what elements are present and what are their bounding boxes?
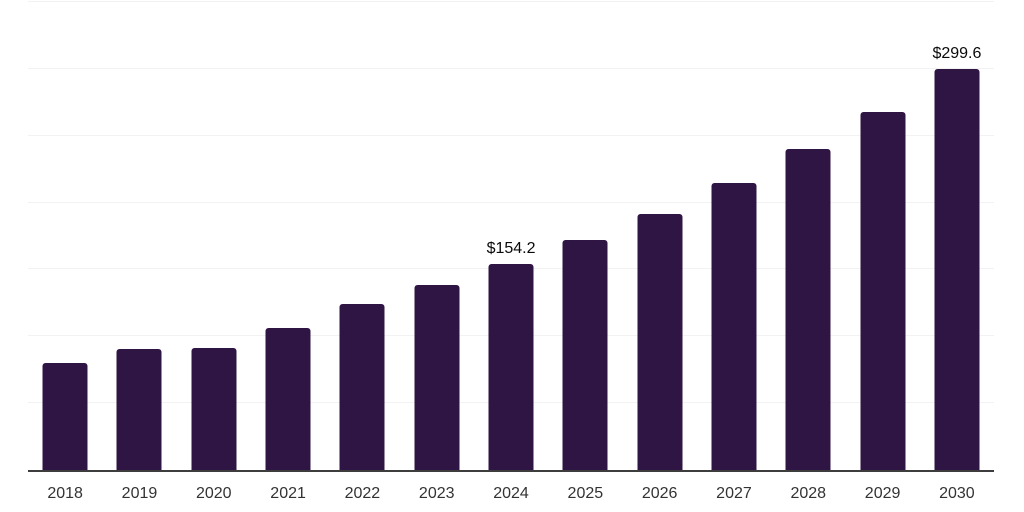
bar-slot-2027 (697, 0, 771, 470)
bar-slot-2021 (251, 0, 325, 470)
bar-slot-2028 (771, 0, 845, 470)
bar-2026[interactable] (637, 213, 683, 470)
bar-slot-2025 (548, 0, 622, 470)
bar-2021[interactable] (265, 328, 311, 470)
x-tick-2030: 2030 (939, 485, 975, 502)
bar-slot-2030: $299.6 (920, 0, 994, 470)
bar-slot-2023 (400, 0, 474, 470)
bar-2024[interactable] (488, 263, 534, 470)
x-axis-tick-labels: 2018 2019 2020 2021 2022 2023 2024 2025 2026 2027… (28, 484, 994, 504)
x-tick-2029: 2029 (864, 485, 901, 502)
x-tick-2018: 2018 (47, 485, 83, 502)
gridline-250 (28, 134, 994, 136)
value-label-2030: $299.6 (932, 45, 982, 63)
bar-slot-2022 (325, 0, 399, 470)
x-tick-2028: 2028 (790, 485, 827, 502)
x-tick-2026: 2026 (641, 485, 678, 502)
bar-2029[interactable] (860, 112, 906, 470)
bar-2028[interactable] (785, 149, 831, 470)
bar-2023[interactable] (414, 285, 460, 470)
bar-slot-2024: $154.2 (474, 0, 548, 470)
bar-slot-2020 (177, 0, 251, 470)
x-tick-2027: 2027 (716, 485, 752, 502)
bar-2019[interactable] (116, 349, 162, 470)
bar-2025[interactable] (562, 239, 608, 470)
bar-slot-2026 (623, 0, 697, 470)
bar-2020[interactable] (191, 347, 237, 470)
x-tick-2024: 2024 (493, 485, 529, 502)
x-tick-2021: 2021 (270, 485, 306, 502)
gridline-200 (28, 201, 994, 203)
x-tick-2023: 2023 (418, 485, 455, 502)
plot-area: $154.2 $299.6 (28, 0, 994, 472)
gridline-350 (28, 1, 994, 2)
bar-2022[interactable] (339, 304, 385, 470)
bar-2018[interactable] (42, 362, 88, 470)
value-label-2024: $154.2 (486, 239, 536, 257)
x-tick-2020: 2020 (195, 485, 232, 502)
x-tick-2022: 2022 (344, 485, 381, 502)
x-tick-2025: 2025 (567, 485, 604, 502)
bars-container: $154.2 $299.6 (28, 0, 994, 470)
x-tick-2019: 2019 (121, 485, 158, 502)
gridline-300 (28, 67, 994, 69)
bar-slot-2019 (102, 0, 176, 470)
x-axis-line (28, 470, 994, 472)
bar-2027[interactable] (711, 183, 757, 470)
bar-slot-2029 (845, 0, 919, 470)
bar-2030[interactable] (934, 69, 980, 470)
bar-slot-2018 (28, 0, 102, 470)
